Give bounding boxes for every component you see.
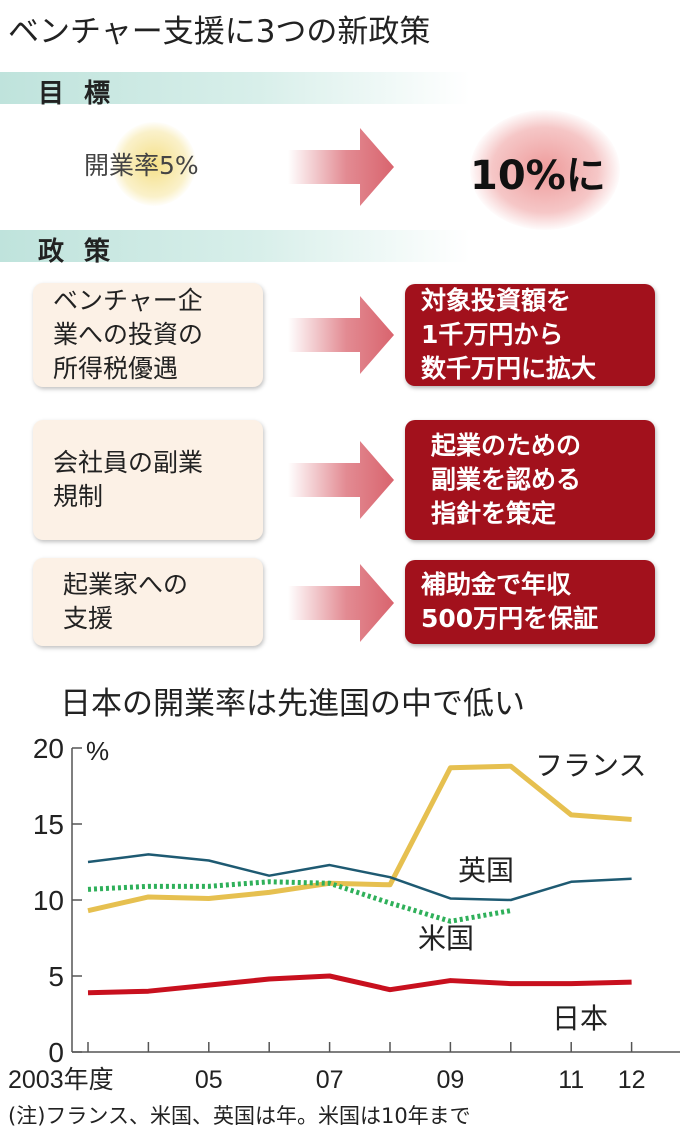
measure-line: 補助金で年収 bbox=[421, 570, 572, 599]
measure-line: 500万円を保証 bbox=[421, 604, 599, 633]
series-label: 日本 bbox=[552, 1003, 608, 1034]
measure-line: 1千万円から bbox=[421, 320, 564, 349]
issue-line: 所得税優遇 bbox=[53, 354, 179, 383]
issue-line: 会社員の副業 bbox=[53, 448, 204, 477]
issue-line: ベンチャー企 bbox=[53, 286, 203, 315]
policy-header-band: 政策 bbox=[0, 230, 470, 267]
y-unit-label: % bbox=[86, 736, 109, 766]
y-tick-label: 10 bbox=[33, 885, 64, 916]
y-tick-label: 5 bbox=[48, 961, 64, 992]
y-tick-label: 15 bbox=[33, 809, 64, 840]
policy-measure-2: 起業のための 副業を認める 指針を策定 bbox=[405, 420, 655, 540]
chart-title: 日本の開業率は先進国の中で低い bbox=[60, 686, 525, 722]
goal-current: 開業率5% bbox=[84, 151, 199, 180]
page-title: ベンチャー支援に3つの新政策 bbox=[8, 14, 431, 50]
goal-header-band: 目標 bbox=[0, 72, 470, 109]
x-tick-label: 12 bbox=[618, 1066, 646, 1094]
issue-line: 業への投資の bbox=[53, 320, 204, 349]
y-tick-label: 20 bbox=[33, 733, 64, 764]
measure-line: 対象投資額を bbox=[421, 286, 572, 315]
policy-issue-1: ベンチャー企 業への投資の 所得税優遇 bbox=[33, 283, 263, 387]
goal-target: 10%に bbox=[470, 153, 606, 199]
series-label: 米国 bbox=[418, 923, 474, 954]
policy-measure-3: 補助金で年収 500万円を保証 bbox=[405, 560, 655, 644]
x-tick-label: 09 bbox=[436, 1066, 464, 1094]
policy-arrow-icon-1 bbox=[288, 296, 394, 374]
series-label: フランス bbox=[535, 750, 646, 781]
series-line-日本 bbox=[87, 973, 632, 996]
measure-line: 指針を策定 bbox=[431, 499, 557, 528]
policy-issue-3: 起業家への 支援 bbox=[33, 558, 263, 646]
x-tick-label: 11 bbox=[558, 1066, 584, 1094]
series-line-フランス bbox=[87, 763, 632, 914]
goal-header: 目標 bbox=[38, 79, 131, 109]
measure-line: 数千万円に拡大 bbox=[421, 354, 597, 383]
x-tick-label: 07 bbox=[316, 1066, 344, 1094]
policy-arrow-icon-2 bbox=[288, 441, 394, 519]
policy-arrow-icon-3 bbox=[288, 564, 394, 642]
issue-line: 支援 bbox=[63, 604, 114, 633]
series-line-米国 bbox=[87, 879, 512, 924]
measure-line: 副業を認める bbox=[431, 465, 582, 494]
x-tick-label: 2003年度 bbox=[8, 1066, 114, 1094]
x-tick-label: 05 bbox=[195, 1066, 223, 1094]
issue-line: 規制 bbox=[53, 482, 104, 511]
y-tick-label: 0 bbox=[48, 1037, 64, 1068]
current-glow bbox=[112, 122, 196, 206]
chart-note: (注)フランス、米国、英国は年。米国は10年まで bbox=[8, 1104, 471, 1128]
series-label: 英国 bbox=[458, 855, 514, 886]
goal-arrow-icon bbox=[288, 128, 394, 206]
issue-line: 起業家への bbox=[63, 570, 189, 599]
series-line-英国 bbox=[87, 853, 632, 902]
policy-measure-1: 対象投資額を 1千万円から 数千万円に拡大 bbox=[405, 284, 655, 386]
policy-issue-2: 会社員の副業 規制 bbox=[33, 420, 263, 540]
measure-line: 起業のための bbox=[431, 431, 582, 460]
policy-header: 政策 bbox=[38, 237, 131, 267]
target-glow bbox=[470, 110, 620, 230]
